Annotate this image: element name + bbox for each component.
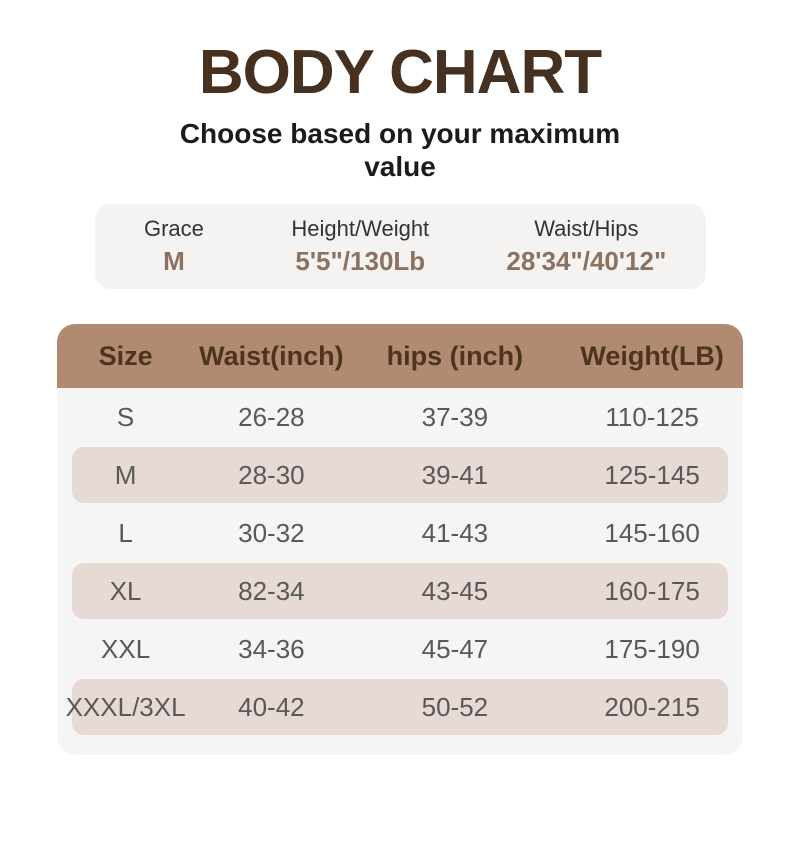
cell-waist: 28-30 <box>238 459 305 490</box>
cell-weight: 145-160 <box>604 517 700 548</box>
cell-size: XXL <box>101 633 151 664</box>
cell-hips: 45-47 <box>421 633 489 664</box>
height-weight-label: Height/Weight <box>291 216 430 242</box>
cell-waist: 30-32 <box>238 517 305 548</box>
page-title: BODY CHART <box>198 38 602 107</box>
profile-col-height-weight: Height/Weight 5'5"/130Lb <box>253 216 467 277</box>
cell-waist: 26-28 <box>238 401 305 432</box>
cell-weight: 200-215 <box>604 691 700 722</box>
table-row: XXL 34-36 45-47 175-190 <box>57 620 743 678</box>
cell-hips: 39-41 <box>421 459 489 490</box>
table-row: XXXL/3XL 40-42 50-52 200-215 <box>57 678 743 736</box>
size-chart-table: Size Waist(inch) hips (inch) Weight(LB) … <box>57 324 743 756</box>
size-chart-header-row: Size Waist(inch) hips (inch) Weight(LB) <box>57 324 743 389</box>
profile-name-label: Grace <box>143 216 204 242</box>
cell-waist: 82-34 <box>238 575 305 606</box>
header-weight: Weight(LB) <box>580 340 724 371</box>
cell-size: L <box>118 517 133 548</box>
height-weight-value: 5'5"/130Lb <box>295 246 426 277</box>
waist-hips-value: 28'34"/40'12" <box>506 246 667 277</box>
cell-waist: 34-36 <box>238 633 305 664</box>
table-row: XL 82-34 43-45 160-175 <box>57 562 743 620</box>
cell-size: XL <box>109 575 142 606</box>
cell-size: S <box>116 401 135 432</box>
cell-size: M <box>114 459 137 490</box>
cell-weight: 160-175 <box>604 575 700 606</box>
cell-hips: 37-39 <box>421 401 489 432</box>
cell-hips: 50-52 <box>421 691 489 722</box>
cell-weight: 175-190 <box>604 633 700 664</box>
profile-size-value: M <box>163 246 185 277</box>
table-row: L 30-32 41-43 145-160 <box>57 504 743 562</box>
profile-info-bar: Grace M Height/Weight 5'5"/130Lb Waist/H… <box>94 204 706 290</box>
profile-col-name: Grace M <box>95 216 254 277</box>
waist-hips-label: Waist/Hips <box>534 216 639 242</box>
cell-waist: 40-42 <box>238 691 305 722</box>
cell-size: XXXL/3XL <box>65 691 186 722</box>
page-subtitle: Choose based on your maximum value <box>179 118 621 183</box>
table-row: M 28-30 39-41 125-145 <box>57 446 743 504</box>
profile-col-waist-hips: Waist/Hips 28'34"/40'12" <box>467 216 705 277</box>
cell-weight: 125-145 <box>604 459 700 490</box>
cell-hips: 43-45 <box>421 575 489 606</box>
table-row: S 26-28 37-39 110-125 <box>57 388 743 446</box>
header-waist: Waist(inch) <box>199 340 344 371</box>
cell-weight: 110-125 <box>605 401 699 432</box>
cell-hips: 41-43 <box>421 517 489 548</box>
header-size: Size <box>98 340 153 371</box>
header-hips: hips (inch) <box>386 340 524 371</box>
